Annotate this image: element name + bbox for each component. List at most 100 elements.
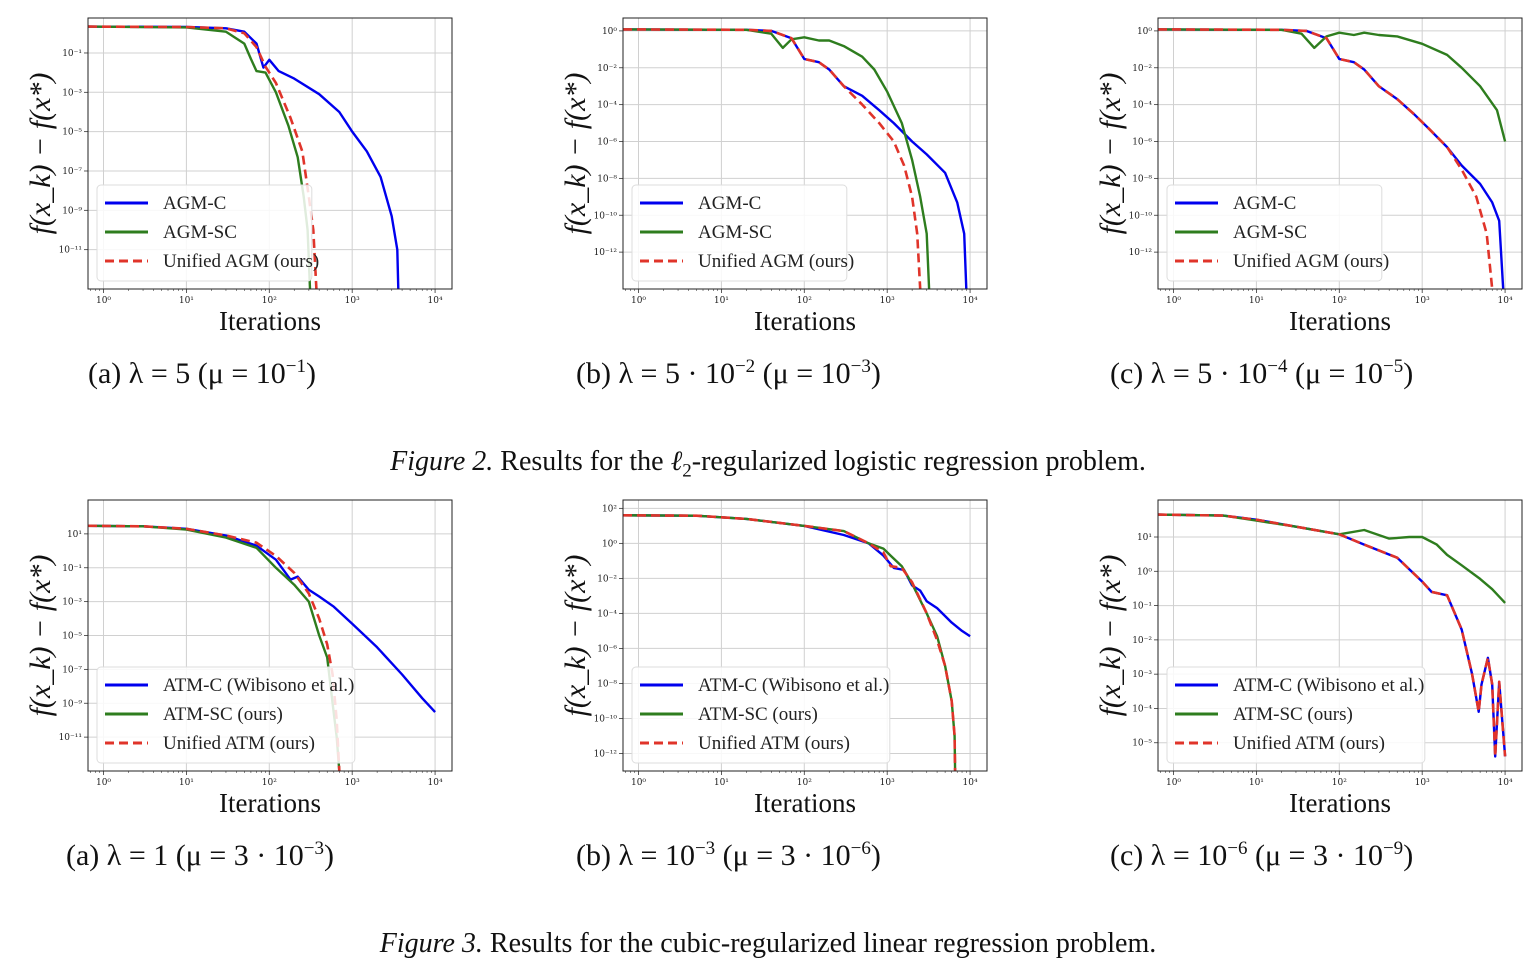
y-tick-label: 10⁰ [1137, 27, 1152, 37]
y-tick-label: 10⁻¹ [62, 49, 82, 59]
series-line-unified-agm-ours [1158, 28, 1494, 289]
x-tick-label: 10² [1332, 296, 1347, 306]
subcaption-mu: (μ = 10 [197, 357, 286, 390]
legend: ATM-C (Wibisono et al.) ATM-SC (ours) Unif… [631, 666, 891, 764]
y-axis-label: f(x_k) − f(x*) [559, 555, 592, 717]
x-tick-label: 10³ [345, 778, 360, 788]
y-tick-label: 10⁻⁸ [1132, 174, 1152, 184]
subcaption-fig3b: (b) λ = 10−3 (μ = 3 · 10−6) [576, 838, 881, 873]
legend: ATM-C (Wibisono et al.) ATM-SC (ours) Unif… [1166, 666, 1426, 764]
y-tick-label: 10⁻⁷ [62, 665, 82, 675]
x-tick-label: 10⁰ [1166, 778, 1181, 788]
subcaption-mu-close: ) [870, 357, 881, 390]
x-tick-label: 10⁴ [428, 296, 443, 306]
series-line-agm-sc [623, 28, 931, 289]
legend-label: AGM-C [163, 193, 226, 214]
y-tick-label: 10⁰ [1137, 567, 1152, 577]
subcaption-fig2a: (a) λ = 5 (μ = 10−1) [88, 356, 316, 391]
subcaption-mu: (μ = 3 · 10 [1254, 839, 1383, 872]
y-tick-label: 10⁻² [597, 574, 617, 584]
x-axis-label: Iterations [754, 306, 856, 336]
legend: ATM-C (Wibisono et al.) ATM-SC (ours) Unif… [96, 666, 356, 764]
subcaption-fig2b: (b) λ = 5 · 10−2 (μ = 10−3) [576, 356, 881, 391]
legend: AGM-C AGM-SC Unified AGM (ours) [1166, 184, 1389, 282]
y-tick-label: 10⁻² [597, 64, 617, 74]
y-tick-label: 10⁻¹² [594, 248, 618, 258]
y-tick-label: 10⁰ [602, 27, 617, 37]
subcaption-tag: (b) [576, 357, 611, 390]
y-tick-label: 10⁻¹² [1129, 248, 1153, 258]
legend-label: ATM-SC (ours) [698, 704, 818, 725]
series-line-agm-c [88, 25, 400, 289]
subcaption-lambda-exp: −3 [694, 838, 716, 859]
x-tick-label: 10⁴ [428, 778, 443, 788]
chart-fig3a: 10⁰ 10¹ 10² 10³ 10⁴ 10¹ 10⁻¹ 10⁻³ 10⁻⁵ 10⁻⁷ 10⁻⁹ 10… [24, 499, 453, 818]
x-tick-label: 10¹ [714, 778, 729, 788]
x-tick-label: 10³ [880, 296, 895, 306]
y-tick-label: 10⁻¹² [594, 749, 618, 759]
subcaption-mu: (μ = 3 · 10 [722, 839, 851, 872]
caption-text: Results for the [493, 446, 671, 477]
legend-label: ATM-C (Wibisono et al.) [163, 675, 354, 696]
axes-frame [1157, 17, 1523, 290]
y-tick-label: 10⁻⁴ [597, 609, 617, 619]
y-tick-label: 10⁻⁹ [62, 206, 82, 216]
series-line-agm-sc [1158, 28, 1507, 142]
x-tick-label: 10¹ [714, 296, 729, 306]
y-tick-label: 10⁻⁹ [62, 699, 82, 709]
y-tick-label: 10⁻¹¹ [59, 246, 82, 256]
y-axis-label: f(x_k) − f(x*) [24, 73, 57, 235]
series-line-unified-atm-ours [1158, 513, 1507, 758]
legend-label: Unified ATM (ours) [163, 733, 315, 754]
subcaption-mu-exp: −1 [285, 356, 306, 377]
subcaption-mu-close: ) [870, 839, 881, 872]
legend-label: AGM-SC [698, 222, 772, 243]
subcaption-tag: (c) [1110, 357, 1144, 390]
legend-box [96, 666, 356, 764]
x-tick-label: 10³ [1415, 296, 1430, 306]
subcaption-tag: (c) [1110, 839, 1144, 872]
chart-fig2c: 10⁰ 10¹ 10² 10³ 10⁴ 10⁰ 10⁻² 10⁻⁴ 10⁻⁶ 10⁻⁸ 10⁻¹⁰ 1… [1094, 17, 1523, 336]
y-tick-label: 10¹ [1137, 533, 1152, 543]
x-tick-label: 10¹ [1249, 296, 1264, 306]
subcaption-mu: (μ = 10 [762, 357, 851, 390]
y-tick-label: 10⁻⁴ [597, 101, 617, 111]
axes-frame [622, 499, 988, 772]
x-tick-label: 10² [797, 296, 812, 306]
series-group [623, 514, 971, 771]
series-group [1158, 513, 1507, 758]
x-tick-label: 10¹ [179, 296, 194, 306]
x-tick-label: 10⁰ [96, 778, 111, 788]
subcaption-lambda: λ = 1 [106, 839, 169, 872]
y-tick-label: 10⁻¹⁰ [1129, 211, 1153, 221]
figure-3-caption: Figure 3. Results for the cubic-regulari… [0, 928, 1536, 960]
subcaption-lambda: λ = 10 [1150, 839, 1228, 872]
x-tick-label: 10⁰ [631, 296, 646, 306]
x-tick-label: 10³ [880, 778, 895, 788]
x-axis-label: Iterations [1289, 306, 1391, 336]
subcaption-mu-close: ) [305, 357, 316, 390]
y-tick-label: 10⁻⁸ [597, 679, 617, 689]
legend-label: Unified AGM (ours) [1233, 251, 1389, 272]
subcaption-tag: (a) [88, 357, 122, 390]
caption-ell: ℓ [670, 446, 683, 477]
y-tick-label: 10⁻⁸ [597, 174, 617, 184]
y-tick-label: 10⁻² [1132, 64, 1152, 74]
x-axis-label: Iterations [219, 306, 321, 336]
x-tick-label: 10⁴ [963, 296, 978, 306]
legend-box [1166, 184, 1383, 282]
panel-fig2a: 10⁰ 10¹ 10² 10³ 10⁴ 10⁻¹ 10⁻³ 10⁻⁵ 10⁻⁷ 10⁻⁹ 10⁻¹¹… [0, 0, 520, 340]
y-tick-label: 10⁻⁷ [62, 167, 82, 177]
x-tick-label: 10⁰ [1166, 296, 1181, 306]
x-tick-label: 10³ [1415, 778, 1430, 788]
legend-box [96, 184, 313, 282]
subcaption-mu-close: ) [1403, 357, 1414, 390]
legend-box [631, 184, 848, 282]
y-tick-label: 10⁻¹¹ [59, 733, 82, 743]
legend-label: Unified ATM (ours) [1233, 733, 1385, 754]
panel-fig2b: 10⁰ 10¹ 10² 10³ 10⁴ 10⁰ 10⁻² 10⁻⁴ 10⁻⁶ 10⁻⁸ 10⁻¹⁰ 1… [535, 0, 1055, 340]
y-tick-label: 10⁻³ [62, 88, 82, 98]
y-axis-label: f(x_k) − f(x*) [24, 555, 57, 717]
y-tick-label: 10⁰ [602, 539, 617, 549]
chart-fig3c: 10⁰ 10¹ 10² 10³ 10⁴ 10¹ 10⁰ 10⁻¹ 10⁻² 10⁻³ 10⁻⁴ 10⁻… [1094, 499, 1523, 818]
